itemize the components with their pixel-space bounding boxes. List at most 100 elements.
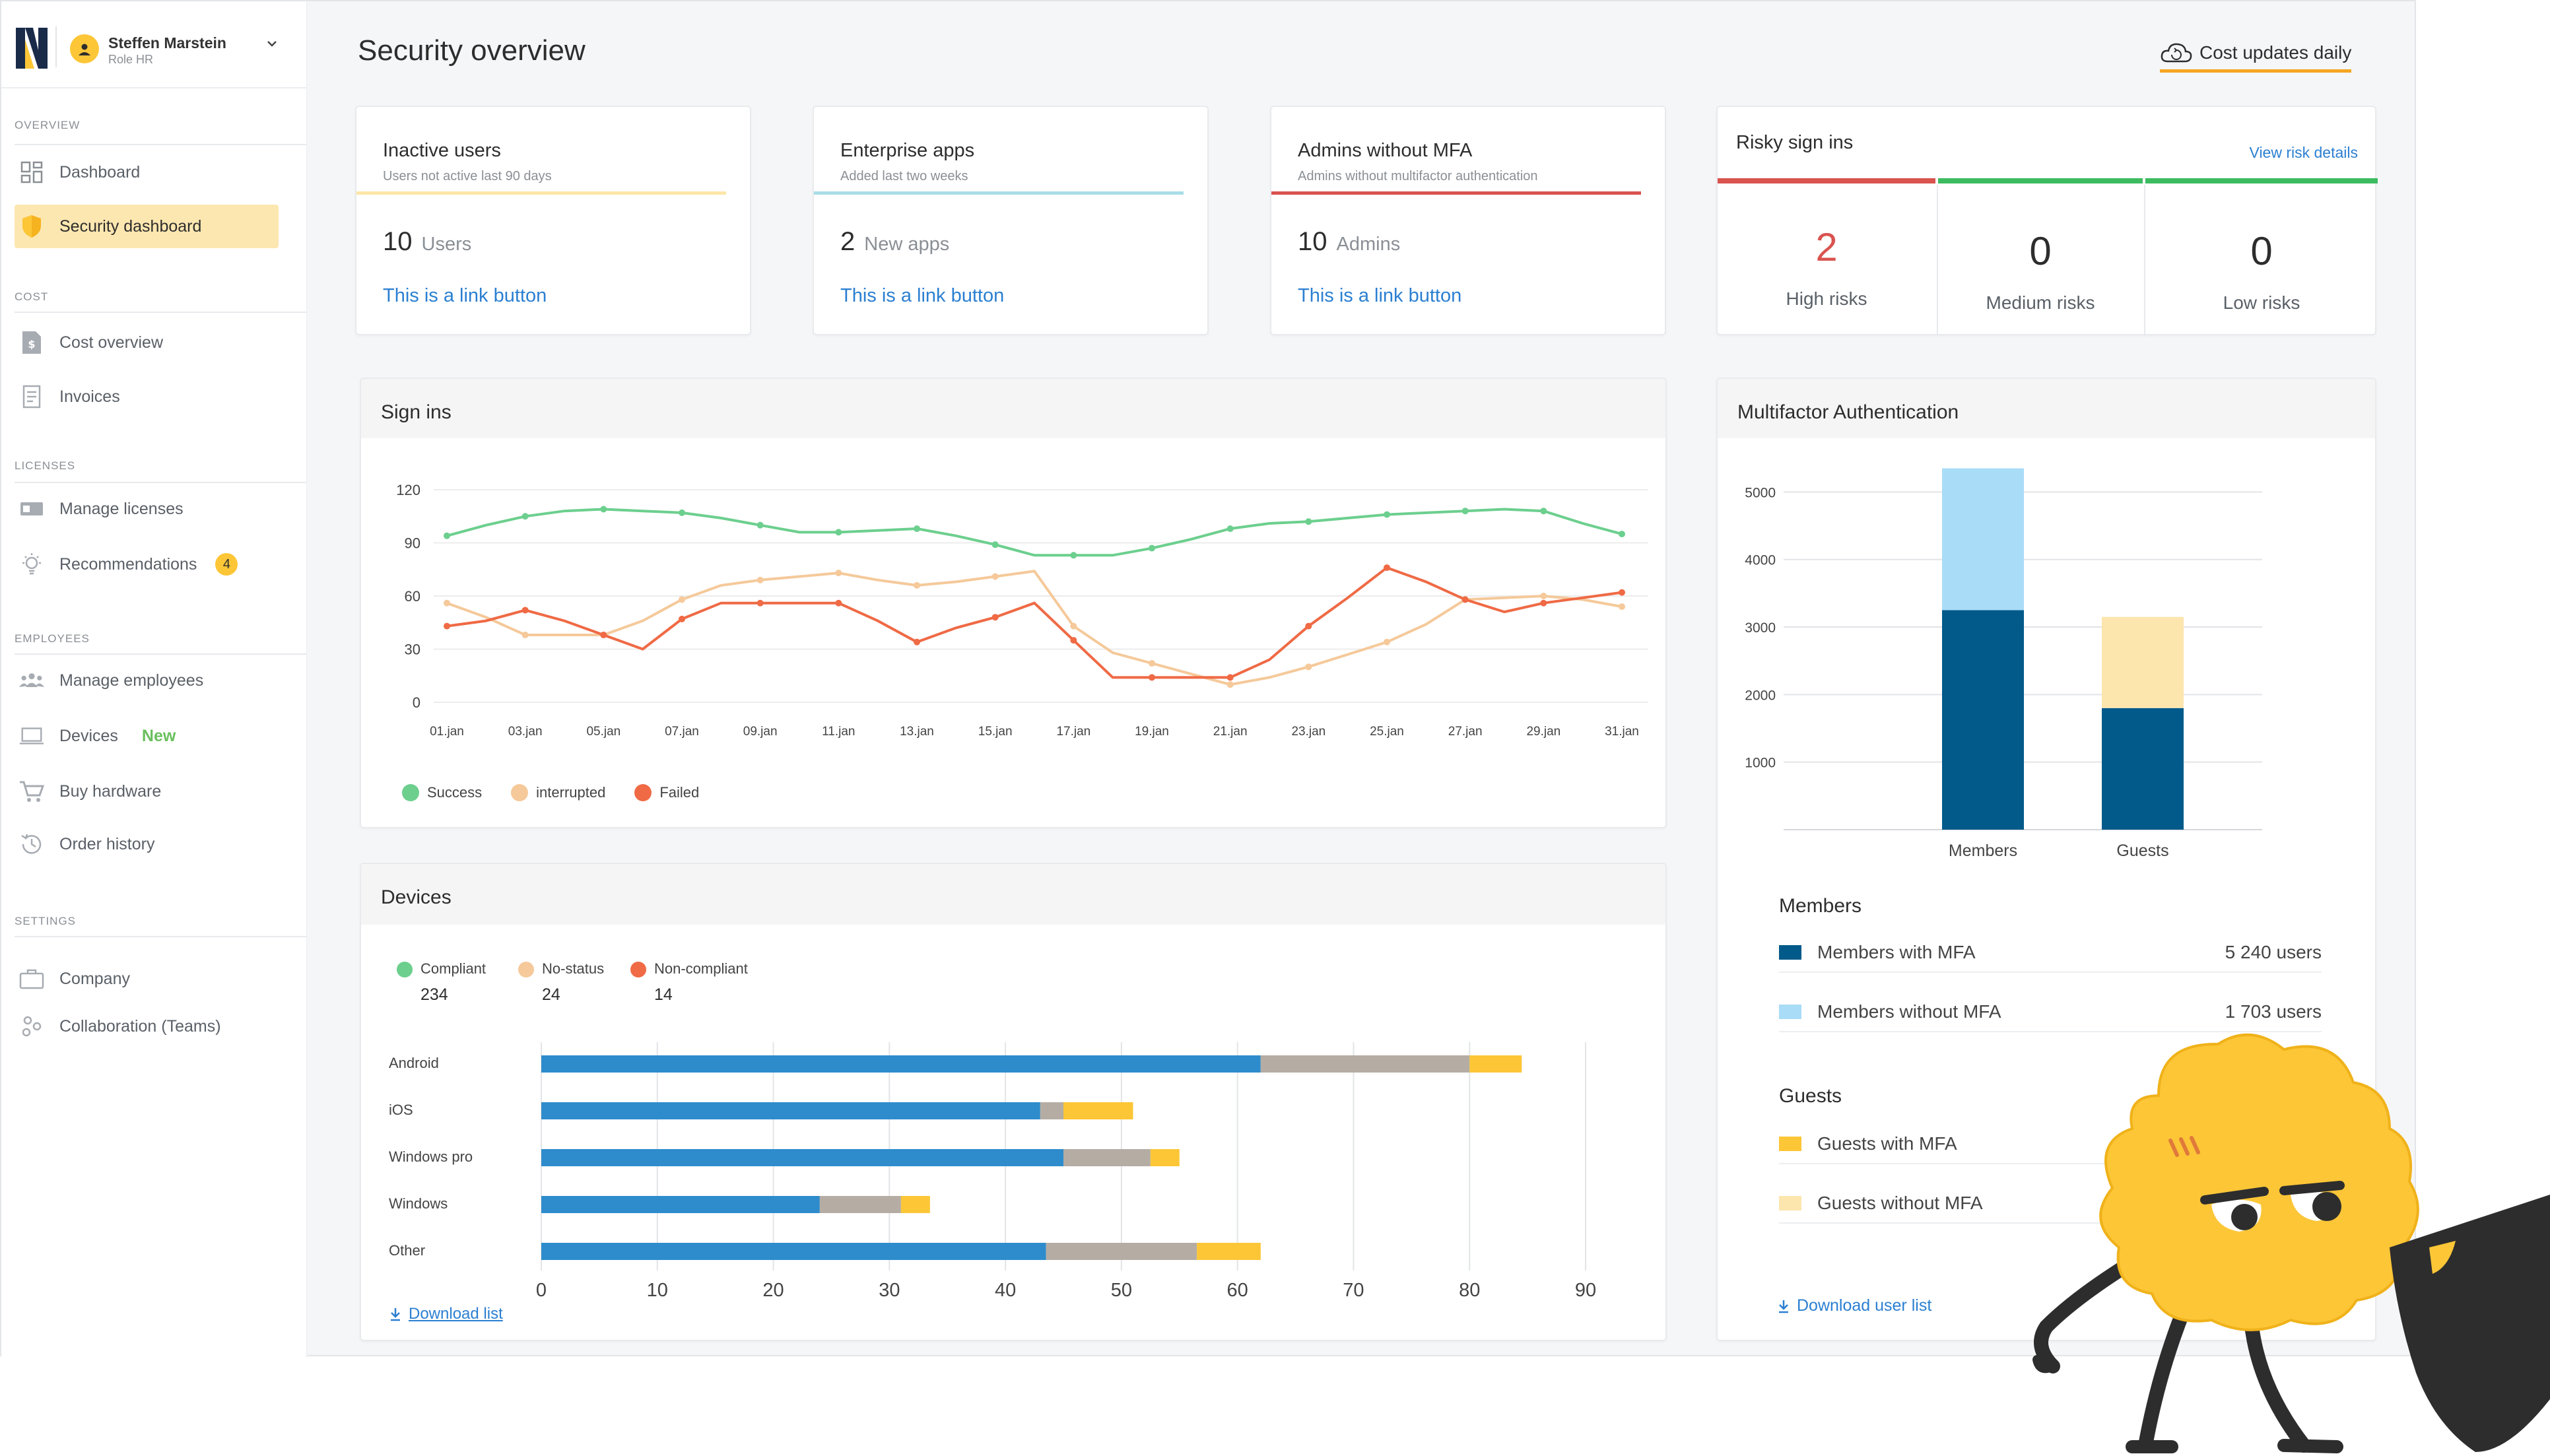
section-label-settings: SETTINGS [15,915,77,927]
risk-value: 2 [1815,225,1838,269]
y-tick-label: 2000 [1745,688,1776,703]
kpi-card-enterprise-apps: Enterprise apps Added last two weeks 2 Ne… [813,106,1209,335]
bar-segment [2102,616,2184,708]
data-point [914,638,920,645]
lightbulb-icon [18,551,45,578]
kpi-link-button[interactable]: This is a link button [383,285,547,306]
kpi-value-row: 2 New apps [840,227,949,257]
data-point [679,509,685,516]
download-icon [391,1308,400,1321]
data-point [1226,681,1234,688]
user-menu[interactable]: Steffen Marstein Role HR [1,1,307,88]
mascot-illustration [2032,1033,2550,1453]
history-icon [18,831,45,857]
y-tick-label: 5000 [1745,485,1776,500]
risk-value: 0 [2250,229,2273,273]
devices-title: Devices [361,864,1665,925]
sidebar-item-label: Recommendations [59,554,197,574]
invoice-icon [18,383,45,410]
sidebar-item-collaboration[interactable]: Collaboration (Teams) [15,1005,279,1048]
members-with-mfa-row: Members with MFA 5 240 users [1779,933,2322,973]
y-tick-label: 4000 [1745,553,1776,568]
data-point [835,529,842,536]
data-point [1305,518,1312,525]
kpi-link-button[interactable]: This is a link button [1298,285,1462,306]
avatar[interactable] [70,34,99,63]
sidebar-item-manage-licenses[interactable]: Manage licenses [15,487,279,531]
sidebar-item-label: Cost overview [59,333,163,352]
bar-segment [1942,610,2024,830]
legend-swatch [1779,945,1801,960]
legend-label: No-status [542,960,605,977]
data-point [1305,663,1312,671]
risk-label: Low risks [2223,292,2300,313]
svg-text:$: $ [28,338,35,350]
sidebar-item-cost-overview[interactable]: $ Cost overview [15,321,279,364]
teams-icon [18,1013,45,1040]
signins-legend: Success interrupted Failed [402,784,699,801]
legend-value: 14 [654,985,673,1005]
signins-chart: 0 30 60 90 120 01.jan 03.jan 05.jan 07.jan 09.jan… [396,482,1648,739]
sidebar-item-recommendations[interactable]: Recommendations 4 [15,543,279,586]
y-tick-label: 60 [405,588,420,605]
legend-swatch [1779,1137,1801,1151]
x-tick-label: 11.jan [822,725,855,739]
cost-updates-indicator[interactable]: Cost updates daily [2160,40,2352,73]
kpi-value-row: 10 Admins [1298,227,1400,257]
data-point [914,525,920,533]
signins-panel: Sign ins 0 30 60 90 120 01.jan 03.jan 05.jan 07.… [360,378,1667,828]
category-label: Members [1949,842,2017,860]
cost-updates-label: Cost updates daily [2199,42,2352,63]
x-tick-label: 60 [1227,1280,1248,1301]
download-user-list-link[interactable]: Download user list [1777,1296,1931,1315]
risk-label: High risks [1786,288,1867,309]
data-point [444,622,450,630]
sidebar-item-dashboard[interactable]: Dashboard [15,150,279,194]
legend-label: Success [427,784,483,801]
grid-icon [18,159,45,185]
section-divider [15,936,306,937]
legend-label: Non-compliant [654,960,748,977]
x-tick-label: 31.jan [1605,725,1639,739]
mascot-shield [2390,1195,2550,1452]
x-tick-label: 25.jan [1370,725,1404,739]
bar-segment [819,1196,901,1213]
y-tick-label: 1000 [1745,756,1776,771]
sidebar-item-manage-employees[interactable]: Manage employees [15,659,279,702]
bar-segment [541,1149,1063,1166]
app-window: Steffen Marstein Role HR OVERVIEW Dashbo… [0,0,2416,1358]
members-heading: Members [1779,895,1862,917]
y-tick-label: 120 [396,482,420,498]
chevron-down-icon[interactable] [264,36,280,51]
non-compliant-dot [630,962,646,978]
data-point [1384,511,1390,518]
sidebar-item-order-history[interactable]: Order history [15,822,279,866]
bar-segment [541,1102,1040,1119]
bar-segment [1469,1055,1522,1073]
x-tick-label: 19.jan [1135,725,1169,739]
x-tick-label: 05.jan [586,725,621,739]
kpi-link-button[interactable]: This is a link button [840,285,1005,306]
row-value: 1 703 users [2225,1001,2322,1022]
sidebar-item-buy-hardware[interactable]: Buy hardware [15,770,279,813]
data-point [1619,531,1625,538]
sidebar-item-label: Buy hardware [59,781,162,801]
data-point [1070,552,1077,559]
category-label: Windows [389,1195,448,1212]
legend-value: 24 [542,985,560,1005]
risk-low: 0 Low risks [2145,186,2378,338]
new-tag: New [141,726,176,745]
people-icon [18,667,45,694]
sidebar-item-devices[interactable]: Devices New [15,714,279,758]
download-list-link[interactable]: Download list [389,1305,503,1323]
sidebar-item-label: Invoices [59,387,120,406]
x-tick-label: 07.jan [665,725,699,739]
sidebar-item-company[interactable]: Company [15,957,279,1001]
view-risk-details-link[interactable]: View risk details [2249,144,2358,161]
bar-segment [1197,1243,1261,1260]
sidebar-item-invoices[interactable]: Invoices [15,375,279,418]
data-point [1226,674,1234,681]
cloud-update-icon [2161,43,2192,62]
logo-divider [55,26,57,67]
sidebar-item-security-dashboard[interactable]: Security dashboard [15,205,279,248]
